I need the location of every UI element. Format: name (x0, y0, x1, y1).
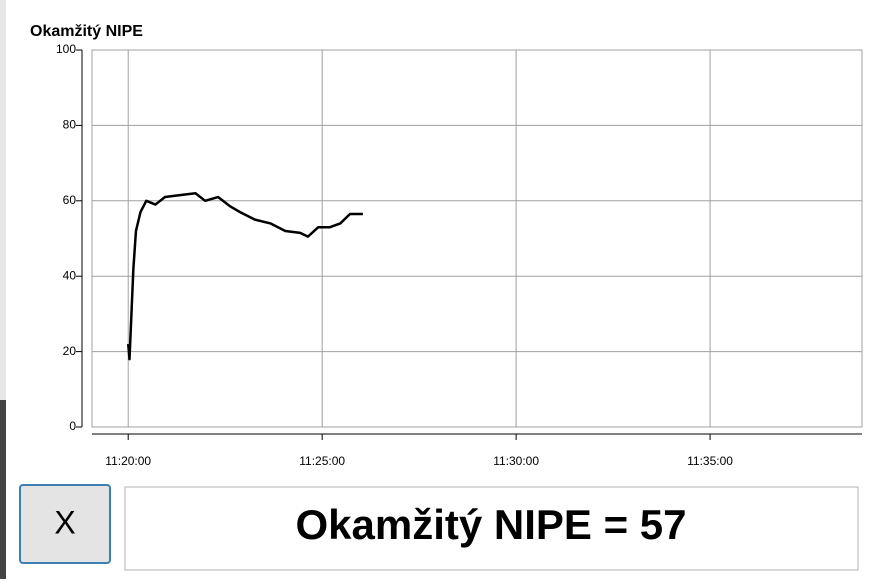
left-edge-dark (0, 400, 6, 579)
plot-area (91, 49, 863, 428)
x-tick-label: 11:30:00 (493, 454, 539, 468)
y-tick-label: 40 (63, 268, 77, 282)
y-tick-label: 60 (63, 193, 77, 207)
close-button-label[interactable]: X (54, 504, 75, 540)
y-tick-label: 80 (63, 118, 77, 132)
data-line (126, 192, 363, 361)
close-button[interactable] (19, 484, 111, 564)
x-tick-label: 11:35:00 (687, 454, 733, 468)
chart-title: Okamžitý NIPE (30, 23, 143, 40)
y-tick-label: 100 (56, 42, 76, 56)
y-tick-label: 20 (63, 344, 77, 358)
x-tick-label: 11:20:00 (105, 454, 151, 468)
status-text: Okamžitý NIPE = 57 (295, 501, 686, 548)
y-tick-label: 0 (69, 419, 76, 433)
x-tick-label: 11:25:00 (299, 454, 345, 468)
status-box (124, 486, 859, 571)
left-edge (0, 0, 6, 579)
plot (92, 49, 862, 428)
